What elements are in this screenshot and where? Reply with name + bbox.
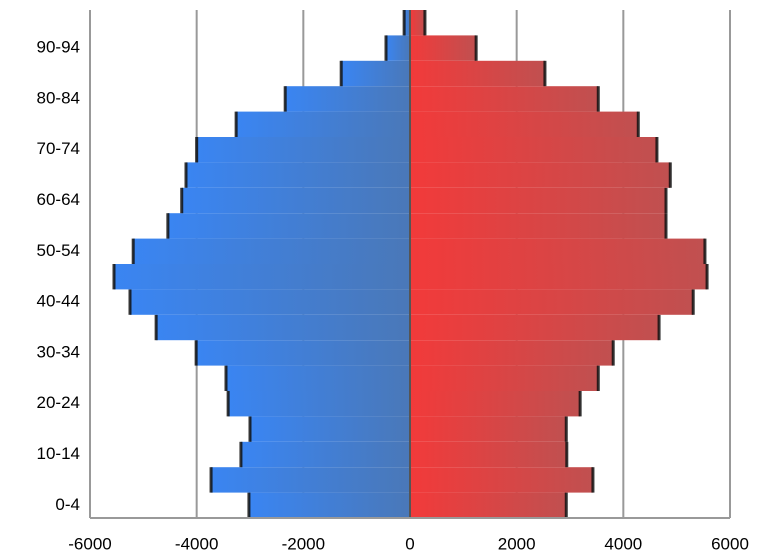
x-tick-label: 4000 — [604, 534, 642, 553]
bar — [410, 187, 666, 214]
bar — [133, 238, 410, 264]
x-tick-label: -6000 — [68, 534, 111, 553]
bar-edge — [655, 137, 659, 163]
bar — [211, 467, 410, 493]
bar — [410, 238, 705, 264]
bar — [228, 391, 410, 417]
bar — [114, 264, 410, 290]
bar-edge — [705, 264, 709, 290]
bar-edge — [578, 391, 582, 417]
bar-edge — [184, 162, 188, 188]
bar — [181, 187, 410, 214]
bar-edge — [131, 238, 135, 264]
bar — [410, 289, 694, 315]
bar — [248, 492, 410, 518]
y-tick-label: 20-24 — [37, 393, 80, 412]
bar-edge — [247, 492, 251, 518]
y-tick-label: 40-44 — [37, 292, 80, 311]
bar — [186, 162, 410, 188]
x-tick-label: 6000 — [711, 534, 749, 553]
bar-edge — [423, 10, 427, 36]
bar — [130, 289, 410, 315]
bar — [410, 86, 599, 112]
bar — [410, 391, 581, 417]
bar-edge — [564, 416, 568, 442]
bar — [410, 467, 593, 493]
bar — [410, 10, 425, 36]
bar — [167, 213, 410, 239]
y-tick-label: 80-84 — [37, 88, 80, 107]
y-tick-label: 50-54 — [37, 241, 80, 260]
bar-edge — [564, 492, 568, 518]
bar-edge — [384, 35, 388, 61]
bar-edge — [703, 238, 707, 264]
bar-edge — [636, 111, 640, 137]
bar — [196, 137, 410, 163]
bar-edge — [209, 467, 213, 493]
bar-edge — [234, 111, 238, 137]
bar-edge — [195, 137, 199, 163]
bar-edge — [239, 441, 243, 468]
bar-edge — [611, 340, 615, 366]
bar-edge — [668, 162, 672, 188]
bar — [410, 264, 708, 290]
bar — [236, 111, 410, 137]
bar-edge — [591, 467, 595, 493]
bar-edge — [226, 391, 230, 417]
bar — [341, 60, 410, 87]
x-tick-label: 0 — [405, 534, 414, 553]
bar-edge — [180, 187, 184, 214]
bar-edge — [166, 213, 170, 239]
bar-edge — [596, 365, 600, 391]
bar-edge — [194, 340, 198, 366]
bar-edge — [565, 441, 569, 468]
bar — [410, 365, 599, 391]
bar — [410, 111, 639, 137]
bar-edge — [474, 35, 478, 61]
y-tick-label: 30-34 — [37, 342, 80, 361]
bar — [410, 441, 567, 468]
bar — [410, 137, 657, 163]
x-tick-label: -4000 — [175, 534, 218, 553]
bar-edge — [691, 289, 695, 315]
bar-edge — [112, 264, 116, 290]
y-tick-label: 10-14 — [37, 444, 80, 463]
y-tick-label: 90-94 — [37, 38, 80, 57]
bar-edge — [664, 213, 668, 239]
bar — [386, 35, 410, 61]
bar-edge — [402, 10, 406, 36]
bar — [410, 416, 567, 442]
bar — [156, 314, 410, 341]
bar — [410, 340, 614, 366]
bar-edge — [128, 289, 132, 315]
bar — [410, 60, 545, 87]
bar-edge — [657, 314, 661, 341]
y-tick-label: 0-4 — [55, 495, 80, 514]
bar-edge — [543, 60, 547, 87]
bar — [410, 492, 567, 518]
bar-edge — [283, 86, 287, 112]
bar — [410, 35, 477, 61]
bar-edge — [596, 86, 600, 112]
bar — [196, 340, 410, 366]
y-tick-label: 70-74 — [37, 139, 80, 158]
bar-edge — [224, 365, 228, 391]
bar — [410, 162, 671, 188]
bar — [410, 314, 660, 341]
bar-edge — [154, 314, 158, 341]
bar — [240, 441, 410, 468]
bar — [410, 213, 666, 239]
bar-edge — [248, 416, 252, 442]
bar — [250, 416, 410, 442]
x-tick-label: -2000 — [282, 534, 325, 553]
x-tick-label: 2000 — [498, 534, 536, 553]
bar-edge — [339, 60, 343, 87]
y-tick-label: 60-64 — [37, 190, 80, 209]
bar — [226, 365, 410, 391]
bar-edge — [664, 187, 668, 214]
bar — [285, 86, 410, 112]
bar — [404, 10, 410, 36]
